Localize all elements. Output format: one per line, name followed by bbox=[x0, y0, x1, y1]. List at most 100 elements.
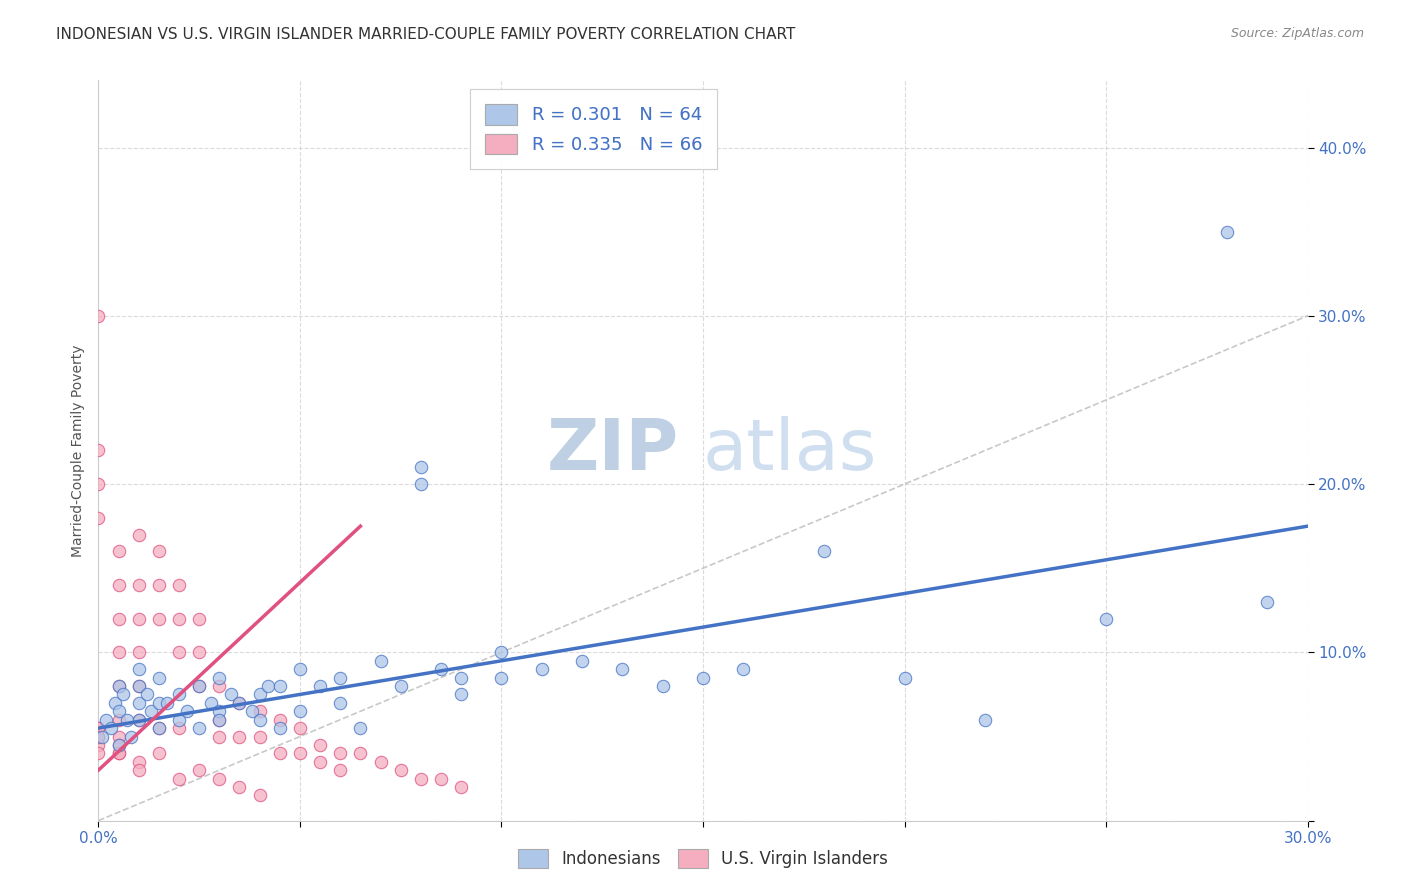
Point bbox=[249, 730, 271, 744]
Point bbox=[135, 688, 157, 702]
Point bbox=[107, 730, 129, 744]
Point bbox=[329, 747, 352, 761]
Text: Source: ZipAtlas.com: Source: ZipAtlas.com bbox=[1230, 27, 1364, 40]
Point bbox=[430, 772, 453, 786]
Point bbox=[269, 721, 291, 735]
Point bbox=[692, 671, 714, 685]
Point bbox=[107, 578, 129, 592]
Point bbox=[107, 679, 129, 693]
Point bbox=[329, 671, 352, 685]
Point bbox=[167, 713, 190, 727]
Point bbox=[200, 696, 222, 710]
Point bbox=[256, 679, 278, 693]
Point bbox=[409, 772, 432, 786]
Point bbox=[176, 704, 198, 718]
Point bbox=[329, 763, 352, 777]
Point bbox=[111, 688, 134, 702]
Point bbox=[188, 679, 211, 693]
Point bbox=[107, 747, 129, 761]
Point bbox=[530, 662, 553, 676]
Point bbox=[221, 688, 243, 702]
Point bbox=[107, 645, 129, 659]
Point bbox=[128, 612, 150, 626]
Point bbox=[128, 679, 150, 693]
Point bbox=[240, 704, 263, 718]
Point bbox=[87, 738, 110, 752]
Point bbox=[188, 721, 211, 735]
Point bbox=[571, 654, 593, 668]
Point bbox=[128, 527, 150, 541]
Point bbox=[228, 730, 250, 744]
Point bbox=[309, 738, 332, 752]
Legend: Indonesians, U.S. Virgin Islanders: Indonesians, U.S. Virgin Islanders bbox=[512, 842, 894, 875]
Point bbox=[87, 309, 110, 323]
Point bbox=[430, 662, 453, 676]
Y-axis label: Married-Couple Family Poverty: Married-Couple Family Poverty bbox=[70, 344, 84, 557]
Point bbox=[156, 696, 179, 710]
Point bbox=[228, 696, 250, 710]
Point bbox=[87, 747, 110, 761]
Point bbox=[128, 662, 150, 676]
Point bbox=[228, 696, 250, 710]
Point bbox=[288, 721, 311, 735]
Point bbox=[107, 738, 129, 752]
Point bbox=[389, 679, 412, 693]
Point bbox=[167, 612, 190, 626]
Point bbox=[208, 671, 231, 685]
Text: INDONESIAN VS U.S. VIRGIN ISLANDER MARRIED-COUPLE FAMILY POVERTY CORRELATION CHA: INDONESIAN VS U.S. VIRGIN ISLANDER MARRI… bbox=[56, 27, 796, 42]
Point bbox=[208, 679, 231, 693]
Point bbox=[208, 772, 231, 786]
Point bbox=[128, 578, 150, 592]
Point bbox=[167, 772, 190, 786]
Point bbox=[167, 578, 190, 592]
Point bbox=[450, 671, 472, 685]
Point bbox=[612, 662, 634, 676]
Point bbox=[87, 730, 110, 744]
Point bbox=[107, 612, 129, 626]
Point bbox=[115, 713, 138, 727]
Point bbox=[148, 612, 170, 626]
Point bbox=[409, 477, 432, 491]
Point bbox=[128, 679, 150, 693]
Point bbox=[107, 738, 129, 752]
Point bbox=[269, 713, 291, 727]
Point bbox=[450, 780, 472, 794]
Point bbox=[349, 747, 371, 761]
Point bbox=[128, 713, 150, 727]
Point bbox=[208, 730, 231, 744]
Point bbox=[893, 671, 915, 685]
Point bbox=[208, 704, 231, 718]
Point bbox=[1216, 225, 1239, 239]
Point bbox=[288, 747, 311, 761]
Point bbox=[1095, 612, 1118, 626]
Point bbox=[389, 763, 412, 777]
Point bbox=[188, 645, 211, 659]
Point bbox=[148, 544, 170, 558]
Point bbox=[309, 679, 332, 693]
Point bbox=[107, 679, 129, 693]
Point bbox=[228, 780, 250, 794]
Point bbox=[128, 713, 150, 727]
Point bbox=[148, 747, 170, 761]
Point bbox=[450, 688, 472, 702]
Point bbox=[208, 713, 231, 727]
Point bbox=[120, 730, 142, 744]
Text: ZIP: ZIP bbox=[547, 416, 679, 485]
Point bbox=[329, 696, 352, 710]
Point bbox=[733, 662, 755, 676]
Point bbox=[249, 789, 271, 803]
Point bbox=[249, 713, 271, 727]
Point bbox=[96, 713, 118, 727]
Point bbox=[148, 671, 170, 685]
Point bbox=[148, 721, 170, 735]
Point bbox=[409, 460, 432, 475]
Point bbox=[249, 688, 271, 702]
Point bbox=[167, 645, 190, 659]
Point bbox=[269, 747, 291, 761]
Point bbox=[491, 645, 513, 659]
Point bbox=[128, 645, 150, 659]
Point bbox=[148, 721, 170, 735]
Point bbox=[128, 755, 150, 769]
Point bbox=[107, 704, 129, 718]
Point bbox=[188, 612, 211, 626]
